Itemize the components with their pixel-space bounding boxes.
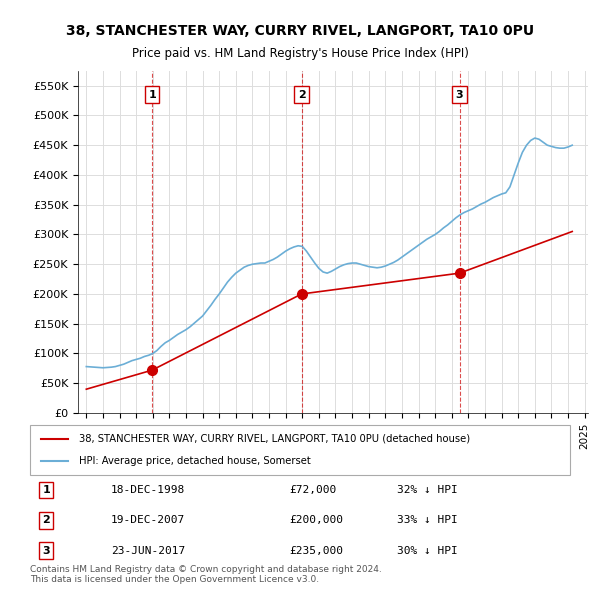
Text: HPI: Average price, detached house, Somerset: HPI: Average price, detached house, Some… [79,456,310,466]
Text: 3: 3 [456,90,463,100]
Text: £72,000: £72,000 [289,485,337,495]
Text: Price paid vs. HM Land Registry's House Price Index (HPI): Price paid vs. HM Land Registry's House … [131,47,469,60]
Text: 3: 3 [43,546,50,556]
Text: 38, STANCHESTER WAY, CURRY RIVEL, LANGPORT, TA10 0PU (detached house): 38, STANCHESTER WAY, CURRY RIVEL, LANGPO… [79,434,470,444]
Text: 2: 2 [298,90,305,100]
Text: 23-JUN-2017: 23-JUN-2017 [111,546,185,556]
Text: 1: 1 [148,90,156,100]
Text: 18-DEC-1998: 18-DEC-1998 [111,485,185,495]
Text: 30% ↓ HPI: 30% ↓ HPI [397,546,458,556]
Text: 38, STANCHESTER WAY, CURRY RIVEL, LANGPORT, TA10 0PU: 38, STANCHESTER WAY, CURRY RIVEL, LANGPO… [66,24,534,38]
Text: 33% ↓ HPI: 33% ↓ HPI [397,516,458,525]
FancyBboxPatch shape [30,425,570,475]
Text: Contains HM Land Registry data © Crown copyright and database right 2024.
This d: Contains HM Land Registry data © Crown c… [30,565,382,584]
Text: 2: 2 [43,516,50,525]
Text: £235,000: £235,000 [289,546,343,556]
Text: £200,000: £200,000 [289,516,343,525]
Text: 32% ↓ HPI: 32% ↓ HPI [397,485,458,495]
Text: 1: 1 [43,485,50,495]
Text: 19-DEC-2007: 19-DEC-2007 [111,516,185,525]
